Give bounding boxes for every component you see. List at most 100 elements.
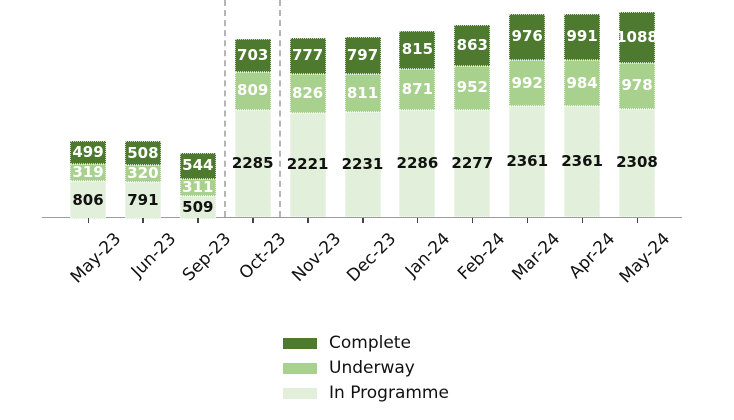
bar-value-label: 806 — [72, 190, 104, 209]
x-tick-label: Oct-23 — [235, 229, 290, 284]
x-axis-tick — [197, 218, 199, 223]
bar-segment-underway: 871 — [399, 69, 436, 110]
bar-segment-underway: 978 — [619, 62, 655, 109]
bar-segment-underway: 809 — [234, 71, 271, 110]
bar-Apr-24: 991 984 2361 — [561, 13, 603, 217]
bar-segment-underway: 311 — [179, 177, 216, 196]
bar-Nov-23: 777 826 2221 — [286, 37, 329, 217]
x-axis-tick — [416, 218, 419, 223]
bar-value-label: 2221 — [286, 155, 329, 174]
legend: Complete Underway In Programme — [283, 334, 449, 402]
bar-value-label: 811 — [346, 83, 379, 102]
bar-May-23: 499 319 806 — [70, 140, 106, 220]
x-tick-label: Nov-23 — [287, 229, 345, 286]
bar-Jan-24: 815 871 2286 — [397, 30, 438, 217]
legend-item-underway: Underway — [283, 359, 449, 377]
x-tick-label: May-24 — [615, 229, 675, 288]
x-tick-label: Apr-24 — [565, 229, 620, 283]
bar-segment-in-programme: 2277 — [451, 110, 493, 217]
bar-segment-underway: 952 — [454, 65, 491, 111]
bar-value-label: 703 — [237, 46, 269, 64]
bar-value-label: 320 — [127, 163, 159, 182]
bar-Feb-24: 863 952 2277 — [451, 25, 493, 217]
x-axis-tick — [142, 218, 144, 223]
bar-value-label: 992 — [511, 73, 543, 92]
x-axis-tick — [636, 218, 638, 223]
bar-segment-in-programme: 2286 — [397, 109, 438, 217]
x-tick-label: Jun-23 — [127, 229, 181, 282]
bar-segment-in-programme: 2361 — [506, 106, 548, 217]
x-axis-tick — [87, 218, 89, 223]
bar-segment-in-programme: 2221 — [286, 112, 329, 217]
bar-Jun-23: 508 320 791 — [124, 141, 161, 219]
bar-value-label: 2285 — [231, 153, 274, 172]
bar-value-label: 2231 — [341, 155, 384, 174]
bar-value-label: 863 — [456, 35, 488, 54]
bar-May-24: 1088 978 2308 — [616, 12, 658, 217]
legend-swatch — [283, 362, 317, 374]
bar-segment-in-programme: 2231 — [341, 112, 384, 217]
bar-segment-underway: 811 — [344, 74, 381, 113]
bar-segment-complete: 863 — [454, 25, 491, 66]
bar-value-label: 952 — [456, 78, 488, 97]
bar-Dec-23: 797 811 2231 — [341, 37, 384, 217]
legend-swatch — [283, 337, 317, 349]
bar-value-label: 809 — [237, 81, 269, 100]
x-tick-label: Feb-24 — [454, 229, 510, 285]
bar-segment-in-programme: 791 — [124, 181, 161, 219]
bar-value-label: 826 — [291, 84, 324, 103]
x-axis-line — [42, 217, 682, 218]
bar-value-label: 815 — [401, 40, 434, 59]
legend-item-in-programme: In Programme — [283, 384, 449, 402]
x-tick-label: Dec-23 — [342, 229, 400, 287]
x-axis-tick — [471, 218, 474, 223]
bar-segment-complete: 797 — [344, 37, 381, 75]
bar-value-label: 791 — [127, 190, 159, 209]
dashed-separator — [279, 0, 282, 217]
bar-Mar-24: 976 992 2361 — [506, 14, 548, 217]
bar-segment-complete: 1088 — [616, 12, 658, 63]
bar-Sep-23: 544 311 509 — [179, 153, 216, 220]
bar-segment-in-programme: 2361 — [561, 106, 603, 217]
bar-segment-underway: 984 — [564, 60, 601, 107]
bar-segment-complete: 991 — [564, 13, 601, 61]
bar-segment-complete: 976 — [509, 14, 546, 60]
bar-segment-in-programme: 806 — [70, 181, 106, 220]
bar-value-label: 508 — [127, 143, 159, 162]
bar-value-label: 509 — [182, 197, 214, 216]
bar-value-label: 1088 — [616, 27, 658, 46]
x-tick-label: May-23 — [66, 229, 126, 288]
bar-value-label: 311 — [182, 177, 214, 196]
x-tick-label: Jan-24 — [402, 229, 455, 282]
bar-value-label: 777 — [291, 46, 324, 65]
bar-value-label: 319 — [72, 163, 104, 182]
bar-segment-in-programme: 509 — [179, 195, 216, 220]
legend-label: Complete — [329, 333, 411, 353]
legend-label: Underway — [329, 358, 415, 378]
bar-Oct-23: 703 809 2285 — [231, 39, 274, 217]
bar-segment-complete: 544 — [179, 153, 216, 179]
x-axis-tick — [526, 218, 529, 223]
legend-label: In Programme — [329, 383, 449, 403]
bar-segment-in-programme: 2285 — [231, 109, 274, 217]
bar-segment-complete: 815 — [399, 30, 436, 70]
bar-segment-complete: 499 — [70, 140, 106, 165]
bar-segment-complete: 508 — [124, 141, 161, 165]
x-axis-tick — [581, 218, 584, 223]
bar-segment-in-programme: 2308 — [616, 108, 658, 217]
bar-value-label: 2308 — [616, 153, 658, 172]
bar-value-label: 499 — [72, 143, 104, 162]
bar-segment-underway: 319 — [70, 163, 106, 182]
bar-value-label: 991 — [566, 27, 598, 46]
bar-segment-underway: 992 — [509, 59, 546, 107]
x-axis-tick — [252, 218, 254, 223]
bar-segment-complete: 703 — [234, 39, 271, 72]
bar-value-label: 2286 — [396, 153, 439, 172]
bar-value-label: 797 — [346, 46, 379, 65]
x-axis-tick — [362, 218, 364, 223]
bar-value-label: 544 — [182, 156, 214, 175]
bar-value-label: 978 — [621, 76, 653, 95]
bar-value-label: 984 — [566, 73, 598, 92]
legend-item-complete: Complete — [283, 334, 449, 352]
